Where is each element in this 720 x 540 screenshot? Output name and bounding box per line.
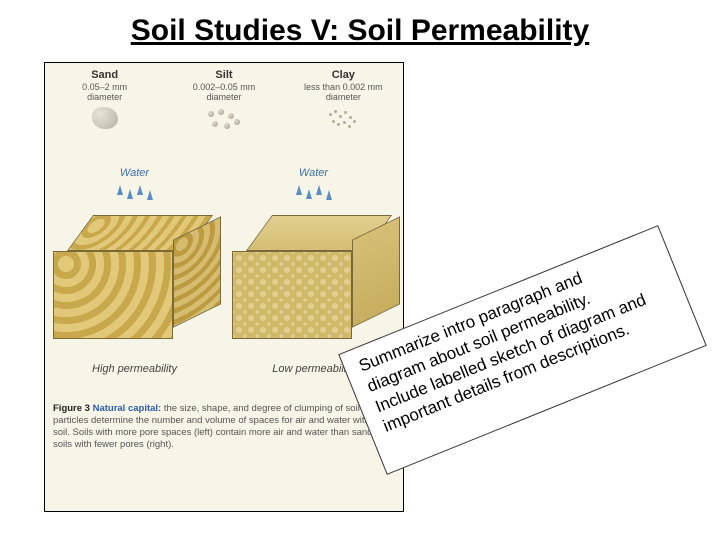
water-col-left: Water (45, 167, 224, 205)
water-label: Water (224, 167, 403, 179)
water-label: Water (45, 167, 224, 179)
silt-illustration (204, 107, 244, 135)
particle-name: Silt (164, 69, 283, 81)
water-drops-icon (294, 183, 334, 205)
water-col-right: Water (224, 167, 403, 205)
particle-size: 0.002–0.05 mmdiameter (164, 83, 283, 103)
particle-size: 0.05–2 mmdiameter (45, 83, 164, 103)
particle-col-clay: Clay less than 0.002 mmdiameter (284, 69, 403, 159)
slide-title: Soil Studies V: Soil Permeability (0, 14, 720, 48)
water-row: Water Water (45, 167, 403, 205)
soil-diagram: Sand 0.05–2 mmdiameter Silt 0.002–0.05 m… (44, 62, 404, 512)
particle-size: less than 0.002 mmdiameter (284, 83, 403, 103)
particle-col-silt: Silt 0.002–0.05 mmdiameter (164, 69, 283, 159)
natural-capital-label: Natural capital: (93, 403, 162, 414)
soil-cubes-row (45, 215, 403, 345)
particle-name: Sand (45, 69, 164, 81)
low-permeability-cube (239, 215, 389, 345)
clay-illustration (323, 107, 363, 135)
particle-name: Clay (284, 69, 403, 81)
figure-caption: Figure 3 Natural capital: the size, shap… (53, 403, 395, 451)
sand-illustration (92, 107, 118, 129)
water-drops-icon (115, 183, 155, 205)
particle-types-row: Sand 0.05–2 mmdiameter Silt 0.002–0.05 m… (45, 69, 403, 159)
high-permeability-label: High permeability (45, 363, 224, 375)
particle-col-sand: Sand 0.05–2 mmdiameter (45, 69, 164, 159)
high-permeability-cube (60, 215, 210, 345)
figure-number: Figure 3 (53, 403, 90, 414)
